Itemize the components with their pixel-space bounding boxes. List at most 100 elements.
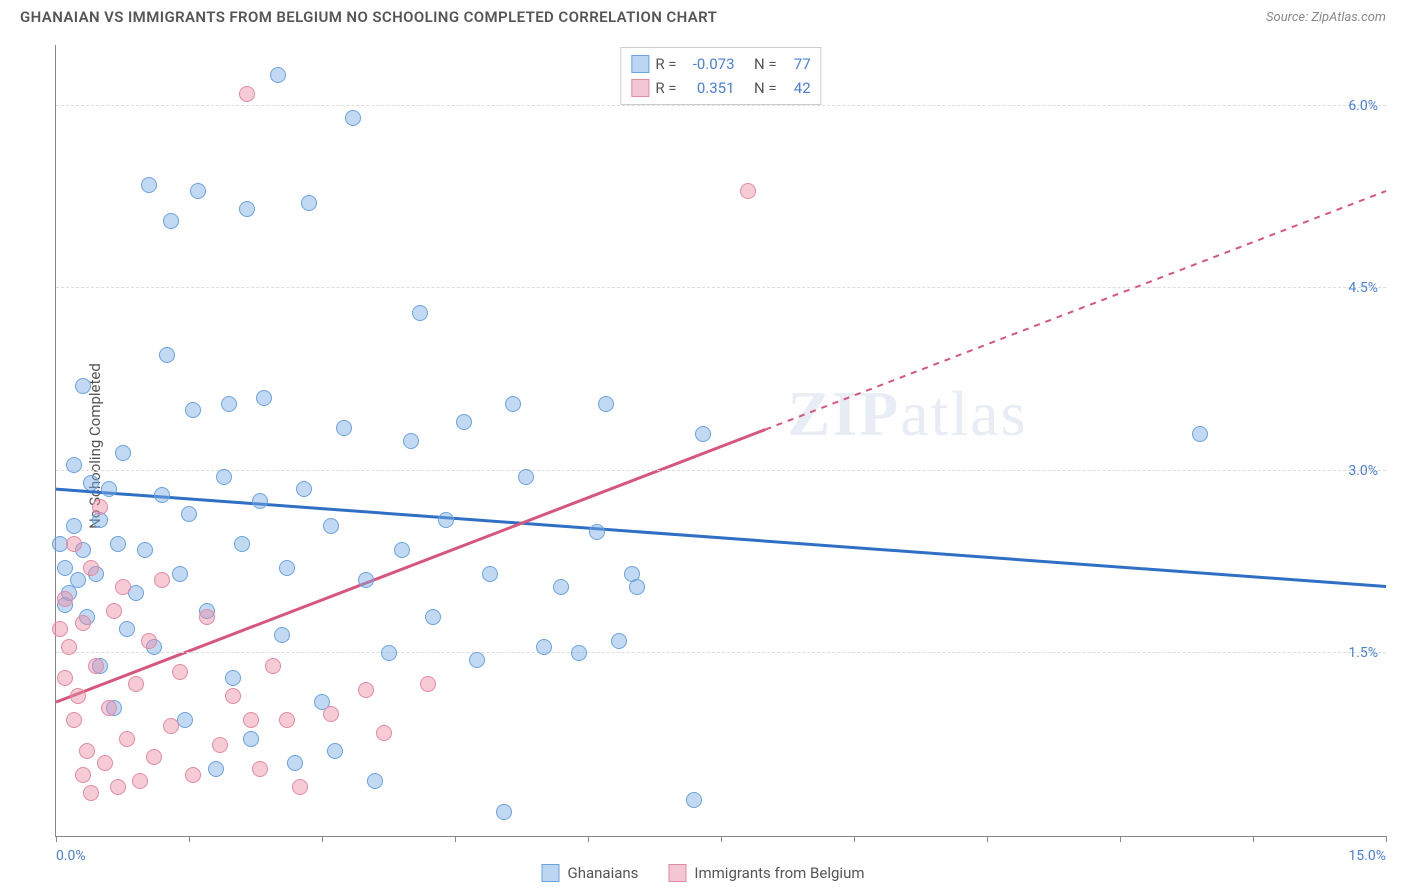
x-tick <box>721 836 722 842</box>
data-point-belgium <box>88 658 104 674</box>
data-point-ghanaians <box>403 433 419 449</box>
swatch-ghanaians <box>541 864 559 882</box>
data-point-ghanaians <box>518 469 534 485</box>
data-point-ghanaians <box>75 378 91 394</box>
data-point-ghanaians <box>185 402 201 418</box>
chart-title: GHANAIAN VS IMMIGRANTS FROM BELGIUM NO S… <box>20 8 717 26</box>
trend-line-belgium-extrapolated <box>765 191 1386 430</box>
x-tick <box>1386 836 1387 842</box>
data-point-ghanaians <box>367 773 383 789</box>
data-point-ghanaians <box>598 396 614 412</box>
r-value: 0.351 <box>683 76 735 100</box>
x-tick <box>1120 836 1121 842</box>
stats-legend-box: R =-0.073 N =77R =0.351 N =42 <box>620 47 821 105</box>
data-point-ghanaians <box>252 493 268 509</box>
swatch-ghanaians <box>631 55 649 73</box>
data-point-ghanaians <box>83 475 99 491</box>
data-point-belgium <box>243 712 259 728</box>
data-point-belgium <box>75 767 91 783</box>
data-point-belgium <box>66 712 82 728</box>
data-point-ghanaians <box>296 481 312 497</box>
data-point-ghanaians <box>234 536 250 552</box>
data-point-ghanaians <box>536 639 552 655</box>
data-point-belgium <box>239 86 255 102</box>
swatch-belgium <box>668 864 686 882</box>
data-point-ghanaians <box>629 579 645 595</box>
data-point-ghanaians <box>159 347 175 363</box>
scatter-chart: ZIPatlas R =-0.073 N =77R =0.351 N =42 1… <box>55 45 1386 837</box>
n-value: 77 <box>783 52 811 76</box>
data-point-belgium <box>83 560 99 576</box>
data-point-belgium <box>358 682 374 698</box>
data-point-ghanaians <box>115 445 131 461</box>
data-point-belgium <box>199 609 215 625</box>
data-point-belgium <box>323 706 339 722</box>
x-tick <box>854 836 855 842</box>
data-point-ghanaians <box>327 743 343 759</box>
legend-label: Ghanaians <box>567 864 638 882</box>
data-point-belgium <box>185 767 201 783</box>
y-tick-label: 4.5% <box>1348 280 1378 296</box>
data-point-ghanaians <box>611 633 627 649</box>
source-attribution: Source: ZipAtlas.com <box>1266 10 1386 25</box>
data-point-belgium <box>70 688 86 704</box>
legend-label: Immigrants from Belgium <box>694 864 864 882</box>
data-point-belgium <box>376 725 392 741</box>
data-point-ghanaians <box>181 506 197 522</box>
data-point-belgium <box>119 731 135 747</box>
data-point-belgium <box>172 664 188 680</box>
data-point-belgium <box>110 779 126 795</box>
data-point-ghanaians <box>553 579 569 595</box>
data-point-ghanaians <box>137 542 153 558</box>
data-point-ghanaians <box>505 396 521 412</box>
data-point-ghanaians <box>412 305 428 321</box>
series-legend: Ghanaians Immigrants from Belgium <box>541 864 864 882</box>
data-point-ghanaians <box>225 670 241 686</box>
data-point-ghanaians <box>57 560 73 576</box>
data-point-ghanaians <box>358 572 374 588</box>
data-point-belgium <box>740 183 756 199</box>
data-point-belgium <box>225 688 241 704</box>
data-point-ghanaians <box>216 469 232 485</box>
data-point-ghanaians <box>221 396 237 412</box>
data-point-ghanaians <box>1192 426 1208 442</box>
data-point-belgium <box>146 749 162 765</box>
legend-item-belgium: Immigrants from Belgium <box>668 864 864 882</box>
data-point-ghanaians <box>274 627 290 643</box>
n-label: N = <box>754 52 777 76</box>
data-point-ghanaians <box>172 566 188 582</box>
y-tick-label: 6.0% <box>1348 98 1378 114</box>
data-point-ghanaians <box>323 518 339 534</box>
data-point-ghanaians <box>190 183 206 199</box>
data-point-belgium <box>92 499 108 515</box>
data-point-ghanaians <box>336 420 352 436</box>
data-point-ghanaians <box>66 518 82 534</box>
data-point-belgium <box>61 639 77 655</box>
gridline <box>56 470 1386 471</box>
data-point-ghanaians <box>425 609 441 625</box>
data-point-belgium <box>212 737 228 753</box>
data-point-ghanaians <box>469 652 485 668</box>
data-point-belgium <box>132 773 148 789</box>
data-point-belgium <box>66 536 82 552</box>
title-bar: GHANAIAN VS IMMIGRANTS FROM BELGIUM NO S… <box>0 0 1406 30</box>
data-point-ghanaians <box>270 67 286 83</box>
data-point-belgium <box>52 621 68 637</box>
data-point-ghanaians <box>695 426 711 442</box>
x-tick-label: 0.0% <box>56 848 86 864</box>
x-tick-label: 15.0% <box>1348 848 1386 864</box>
x-tick <box>455 836 456 842</box>
r-label: R = <box>655 76 676 100</box>
data-point-ghanaians <box>345 110 361 126</box>
data-point-ghanaians <box>686 792 702 808</box>
data-point-ghanaians <box>163 213 179 229</box>
data-point-belgium <box>79 743 95 759</box>
legend-item-ghanaians: Ghanaians <box>541 864 638 882</box>
data-point-ghanaians <box>110 536 126 552</box>
data-point-ghanaians <box>589 524 605 540</box>
data-point-ghanaians <box>243 731 259 747</box>
data-point-ghanaians <box>70 572 86 588</box>
data-point-belgium <box>97 755 113 771</box>
data-point-ghanaians <box>394 542 410 558</box>
data-point-ghanaians <box>438 512 454 528</box>
